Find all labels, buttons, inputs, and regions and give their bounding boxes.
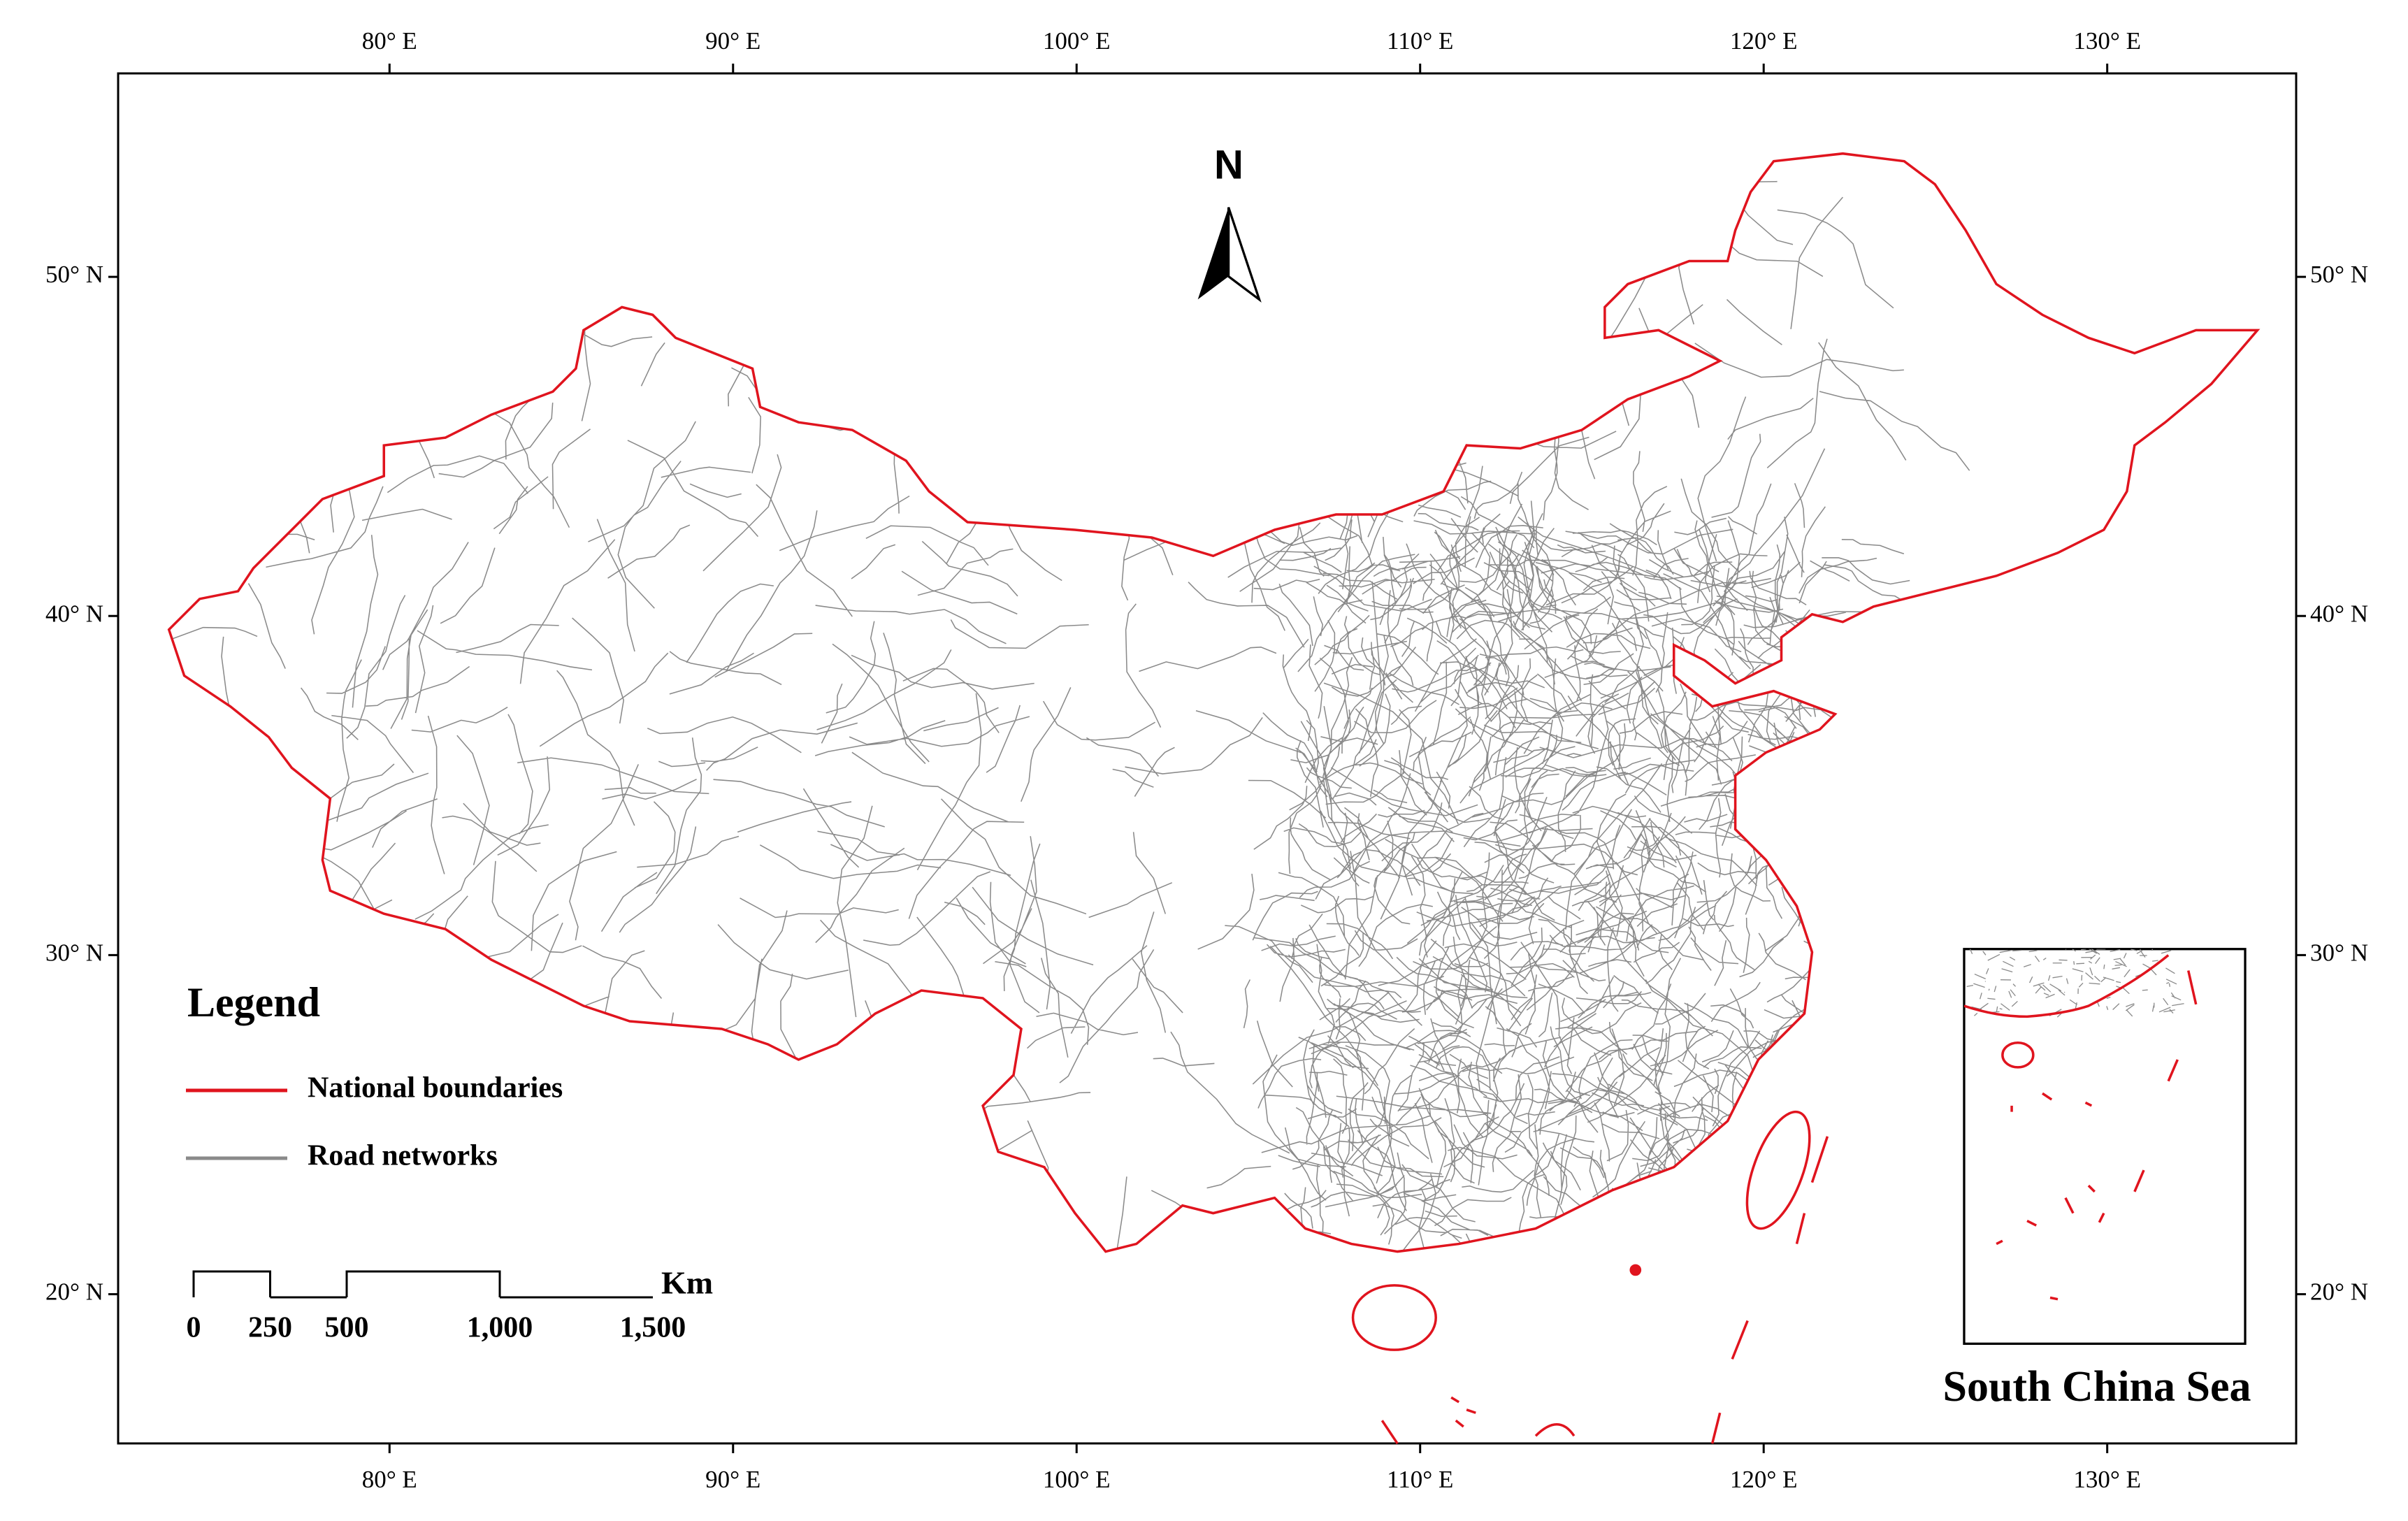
scale-bar-label: 0 <box>187 1312 201 1344</box>
inset-label: South China Sea <box>1942 1363 2251 1411</box>
y-tick-label: 30° N <box>45 939 103 966</box>
y-tick-label: 40° N <box>45 600 103 627</box>
y-tick-label: 20° N <box>2310 1278 2368 1306</box>
taiwan-boundary <box>1745 1110 1811 1230</box>
x-tick-label: 100° E <box>1043 27 1111 55</box>
x-tick-label: 110° E <box>1387 27 1453 55</box>
road-network <box>168 153 1998 1252</box>
x-tick-label: 80° E <box>362 27 417 55</box>
scale-bar-segment <box>345 1270 501 1297</box>
legend-title: Legend <box>187 979 320 1025</box>
x-tick-label: 100° E <box>1043 1466 1111 1493</box>
x-tick-label: 130° E <box>2073 1466 2141 1493</box>
scale-bar-segment <box>192 1270 271 1297</box>
y-tick-label: 50° N <box>45 261 103 288</box>
north-label: N <box>1214 142 1243 187</box>
map-frame <box>117 72 2298 1445</box>
y-tick-label: 40° N <box>2310 600 2368 627</box>
y-tick-label: 50° N <box>2310 261 2368 288</box>
scale-bar-label: 1,500 <box>620 1312 686 1344</box>
scale-bar-unit: Km <box>661 1265 713 1301</box>
scale-bar-label: 250 <box>248 1312 292 1344</box>
scale-bar-label: 1,000 <box>467 1312 533 1344</box>
y-tick-label: 30° N <box>2310 939 2368 966</box>
x-tick-label: 90° E <box>705 1466 760 1493</box>
roads <box>168 153 1998 1252</box>
inset-roads <box>1966 949 2184 1018</box>
north-arrow <box>1197 207 1262 303</box>
legend-label: National boundaries <box>308 1072 563 1104</box>
legend-label: Road networks <box>308 1140 498 1172</box>
x-tick-label: 130° E <box>2073 27 2141 55</box>
map-body <box>167 152 2259 1445</box>
x-tick-label: 110° E <box>1387 1466 1453 1493</box>
x-tick-label: 80° E <box>362 1466 417 1493</box>
hainan-boundary <box>1351 1284 1437 1351</box>
x-tick-label: 120° E <box>1730 27 1798 55</box>
scale-bar-label: 500 <box>325 1312 369 1344</box>
maritime-lines <box>1380 1136 1829 1445</box>
x-tick-label: 90° E <box>705 27 760 55</box>
inset-map <box>1963 949 2198 1301</box>
x-tick-label: 120° E <box>1730 1466 1798 1493</box>
y-tick-label: 20° N <box>45 1278 103 1306</box>
